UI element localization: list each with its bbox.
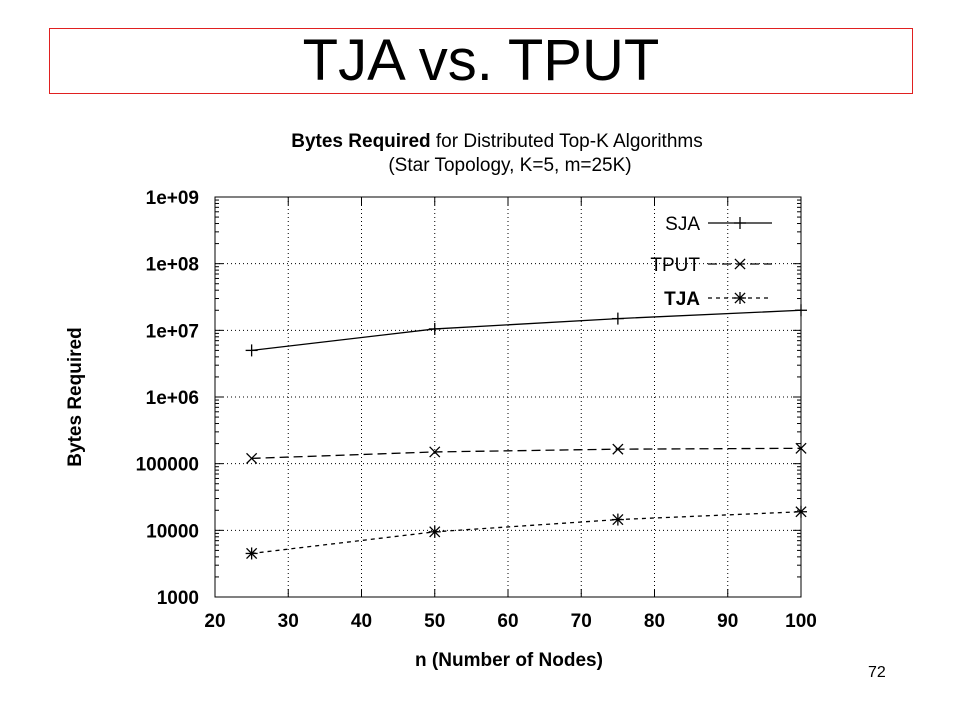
data-point-tja [795,505,807,518]
chart-legend: SJA TPUT TJA [650,214,772,310]
data-point-sja [428,322,441,335]
data-point-tput [795,442,807,454]
x-tick-label: 30 [278,611,299,632]
chart-title-rest: for Distributed Top-K Algorithms [431,131,703,152]
chart-title: Bytes Required for Distributed Top-K Alg… [291,131,702,152]
x-tick-label: 60 [497,611,518,632]
x-tick-label: 70 [571,611,592,632]
data-point-sja [795,304,807,317]
x-tick-label: 100 [785,611,817,632]
y-tick-label: 100000 [136,455,199,476]
series-line-tja [251,511,802,555]
slide-number: 72 [868,664,886,681]
data-point-tja [611,513,624,526]
legend-marker [734,292,746,304]
data-point-tja [245,547,258,560]
marker-stroke [734,292,746,304]
slide-title-box: TJA vs. TPUT [49,28,913,94]
legend-label: SJA [665,214,700,235]
marker-stroke [429,526,441,538]
slide-title: TJA vs. TPUT [302,28,660,93]
x-tick-label: 90 [717,611,738,632]
marker-stroke [429,446,441,458]
chart-axes: 20 30 40 50 60 70 80 90 100 1000 10000 100000 1e+06 1… [136,188,817,632]
y-axis-label: Bytes Required [65,327,86,466]
x-tick-label: 80 [644,611,665,632]
data-point-sja [611,312,624,325]
y-tick-label: 1e+06 [146,388,199,409]
marker-stroke [246,547,258,560]
x-tick-label: 40 [351,611,372,632]
x-axis-label: n (Number of Nodes) [415,650,603,671]
chart-labels: Bytes Required for Distributed Top-K Alg… [65,131,703,671]
marker-stroke [612,514,624,526]
legend-label: TJA [664,289,700,310]
data-point-tja [428,525,441,538]
series-line-sja [251,309,802,352]
data-point-sja [245,344,258,357]
legend-marker [734,258,746,270]
data-point-tput [612,443,624,455]
chart-title-bold: Bytes Required [291,131,430,152]
legend-marker [734,217,746,229]
chart-series [245,304,807,560]
data-point-tput [429,446,441,458]
marker-stroke [795,506,807,518]
y-tick-label: 10000 [146,521,199,542]
marker-stroke [795,442,807,454]
x-tick-label: 50 [424,611,445,632]
legend-label: TPUT [650,255,700,276]
marker-stroke [246,452,258,464]
y-tick-label: 1e+09 [146,188,199,209]
y-tick-label: 1e+08 [146,255,199,276]
y-tick-label: 1000 [157,588,199,609]
y-tick-label: 1e+07 [146,321,199,342]
x-tick-label: 20 [204,611,225,632]
series-line-tput [251,447,802,460]
chart-grid [215,197,801,597]
data-point-tput [246,452,258,464]
marker-stroke [612,443,624,455]
chart-subtitle: (Star Topology, K=5, m=25K) [388,155,631,176]
marker-stroke [734,258,746,270]
